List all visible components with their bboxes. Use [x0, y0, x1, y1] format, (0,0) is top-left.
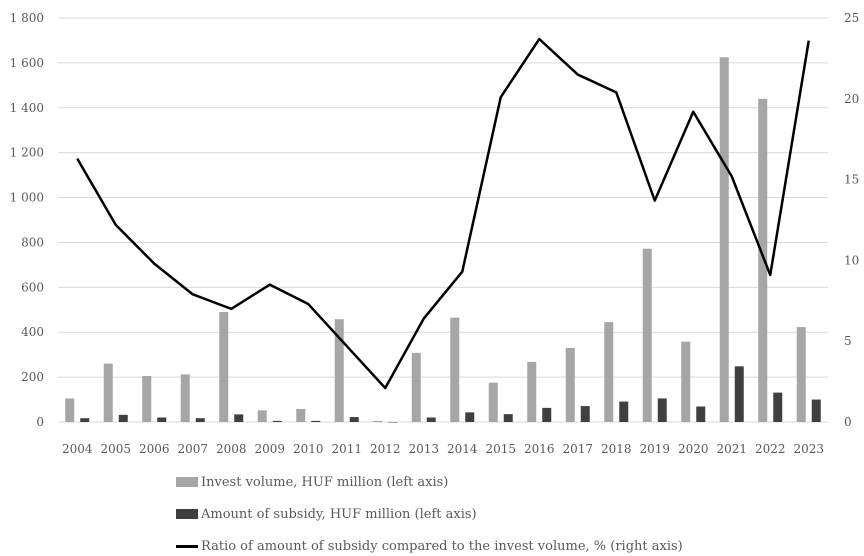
invest-volume-bar — [65, 398, 74, 422]
x-tick-label: 2009 — [254, 442, 285, 456]
y-right-tick-label: 0 — [844, 415, 852, 429]
x-tick-label: 2012 — [370, 442, 401, 456]
x-tick-label: 2016 — [524, 442, 555, 456]
subsidy-bar — [196, 418, 205, 422]
y-left-tick-label: 1 200 — [10, 146, 44, 160]
subsidy-bar — [350, 417, 359, 422]
legend-label-ratio: Ratio of amount of subsidy compared to t… — [201, 539, 683, 554]
ratio-line — [77, 39, 809, 388]
invest-volume-bar — [412, 353, 421, 422]
subsidy-bar — [735, 366, 744, 422]
invest-volume-bar — [604, 322, 613, 422]
combo-chart: 0 200 400 600 800 1 000 1 200 1 400 1 600 1 800 0 5… — [0, 0, 864, 470]
ratio-line-series — [77, 39, 809, 388]
subsidy-bar — [388, 422, 397, 423]
invest-volume-bar — [373, 421, 382, 422]
y-left-tick-label: 1 000 — [10, 191, 44, 205]
x-tick-label: 2017 — [562, 442, 593, 456]
subsidy-bar — [157, 418, 166, 422]
subsidy-bar — [773, 393, 782, 422]
invest-volume-bar — [527, 362, 536, 422]
gridlines — [58, 18, 828, 422]
invest-volume-bar — [720, 57, 729, 422]
invest-volume-bar — [681, 342, 690, 422]
invest-volume-bar — [643, 249, 652, 422]
invest-volume-bar — [219, 312, 228, 422]
invest-volume-bar — [181, 374, 190, 422]
x-tick-label: 2015 — [485, 442, 516, 456]
y-left-tick-label: 400 — [21, 325, 44, 339]
y-left-tick-label: 1 800 — [10, 11, 44, 25]
y-left-tick-label: 0 — [36, 415, 44, 429]
y-right-tick-label: 15 — [844, 173, 859, 187]
invest-volume-bar — [142, 376, 151, 422]
subsidy-bar — [504, 414, 513, 422]
y-left-tick-label: 1 400 — [10, 101, 44, 115]
x-tick-label: 2018 — [601, 442, 632, 456]
x-tick-label: 2014 — [447, 442, 478, 456]
subsidy-bar — [465, 412, 474, 422]
subsidy-bar — [273, 421, 282, 422]
legend-item-invest-volume: Invest volume, HUF million (left axis) — [176, 472, 448, 492]
invest-volume-bar — [104, 364, 113, 422]
bar-series — [65, 57, 821, 422]
invest-volume-bar — [797, 327, 806, 422]
x-tick-label: 2008 — [216, 442, 247, 456]
y-right-tick-label: 25 — [844, 11, 859, 25]
subsidy-bar — [696, 407, 705, 422]
x-tick-label: 2022 — [755, 442, 786, 456]
subsidy-bar — [427, 418, 436, 422]
x-tick-label: 2020 — [678, 442, 709, 456]
subsidy-bar — [542, 408, 551, 422]
x-tick-label: 2013 — [408, 442, 439, 456]
y-right-tick-label: 5 — [844, 334, 852, 348]
legend-label-amount-of-subsidy: Amount of subsidy, HUF million (left axi… — [201, 507, 477, 522]
subsidy-bar — [812, 400, 821, 422]
x-tick-label: 2011 — [331, 442, 362, 456]
subsidy-bar — [80, 418, 89, 422]
legend-label-invest-volume: Invest volume, HUF million (left axis) — [201, 475, 448, 490]
x-tick-label: 2005 — [100, 442, 131, 456]
y-left-tick-label: 200 — [21, 370, 44, 384]
legend-item-ratio: Ratio of amount of subsidy compared to t… — [176, 536, 683, 556]
legend-swatch-invest-volume — [176, 477, 198, 487]
invest-volume-bar — [258, 410, 267, 422]
subsidy-bar — [234, 414, 243, 422]
invest-volume-bar — [450, 318, 459, 422]
x-tick-label: 2023 — [793, 442, 824, 456]
x-tick-label: 2006 — [139, 442, 170, 456]
y-right-tick-label: 10 — [844, 253, 859, 267]
legend-swatch-amount-of-subsidy — [176, 509, 198, 519]
y-left-tick-label: 600 — [21, 280, 44, 294]
subsidy-bar — [658, 398, 667, 422]
subsidy-bar — [119, 415, 128, 422]
y-right-tick-label: 20 — [844, 92, 859, 106]
x-tick-label: 2019 — [639, 442, 670, 456]
invest-volume-bar — [296, 409, 305, 422]
y-left-tick-label: 1 600 — [10, 56, 44, 70]
subsidy-bar — [619, 402, 628, 422]
x-tick-label: 2010 — [293, 442, 324, 456]
invest-volume-bar — [489, 383, 498, 422]
legend-item-amount-of-subsidy: Amount of subsidy, HUF million (left axi… — [176, 504, 477, 524]
legend-swatch-ratio — [176, 545, 198, 548]
x-tick-label: 2007 — [177, 442, 208, 456]
x-tick-label: 2021 — [716, 442, 747, 456]
subsidy-bar — [581, 406, 590, 422]
subsidy-bar — [311, 421, 320, 422]
y-left-tick-label: 800 — [21, 235, 44, 249]
axes: 0 200 400 600 800 1 000 1 200 1 400 1 600 1 800 0 5… — [10, 11, 860, 456]
x-tick-label: 2004 — [62, 442, 93, 456]
invest-volume-bar — [566, 348, 575, 422]
